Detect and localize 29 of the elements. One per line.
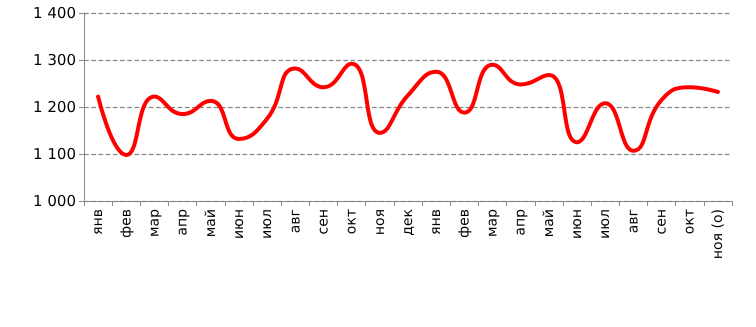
- x-tick-label: авг: [625, 209, 642, 234]
- x-tick-label: авг: [287, 209, 304, 234]
- x-tick-label: сен: [315, 209, 332, 234]
- x-tick-label: дек: [400, 209, 416, 236]
- x-tick-label: мар: [146, 208, 162, 238]
- y-tick-label: 1 200: [33, 98, 76, 116]
- x-tick-label: апр: [512, 208, 529, 236]
- x-tick-label: апр: [174, 208, 191, 236]
- x-tick-label: мар: [484, 208, 501, 238]
- x-tick-label: сен: [654, 209, 670, 234]
- x-tick-label: май: [540, 209, 557, 238]
- x-tick-label: янв: [428, 209, 444, 235]
- x-tick-label: ноя: [372, 209, 388, 236]
- x-tick-label: ноя (о): [710, 209, 726, 260]
- x-tick-label: окт: [344, 209, 360, 234]
- x-tick-label: окт: [682, 209, 698, 234]
- x-tick-label: июн: [230, 209, 247, 240]
- x-tick-label: янв: [90, 209, 106, 235]
- x-tick-label: май: [202, 209, 219, 238]
- y-tick-label: 1 100: [33, 145, 76, 163]
- y-tick-label: 1 300: [33, 51, 76, 69]
- y-tick-label: 1 400: [33, 4, 76, 22]
- x-tick-label: июл: [259, 209, 276, 239]
- x-tick-label: июн: [569, 209, 586, 240]
- x-tick-label: июл: [597, 209, 614, 239]
- x-tick-label: фев: [456, 209, 472, 238]
- x-tick-label: фев: [118, 209, 134, 238]
- line-series: [96, 62, 720, 157]
- y-tick-label: 1 000: [33, 192, 76, 210]
